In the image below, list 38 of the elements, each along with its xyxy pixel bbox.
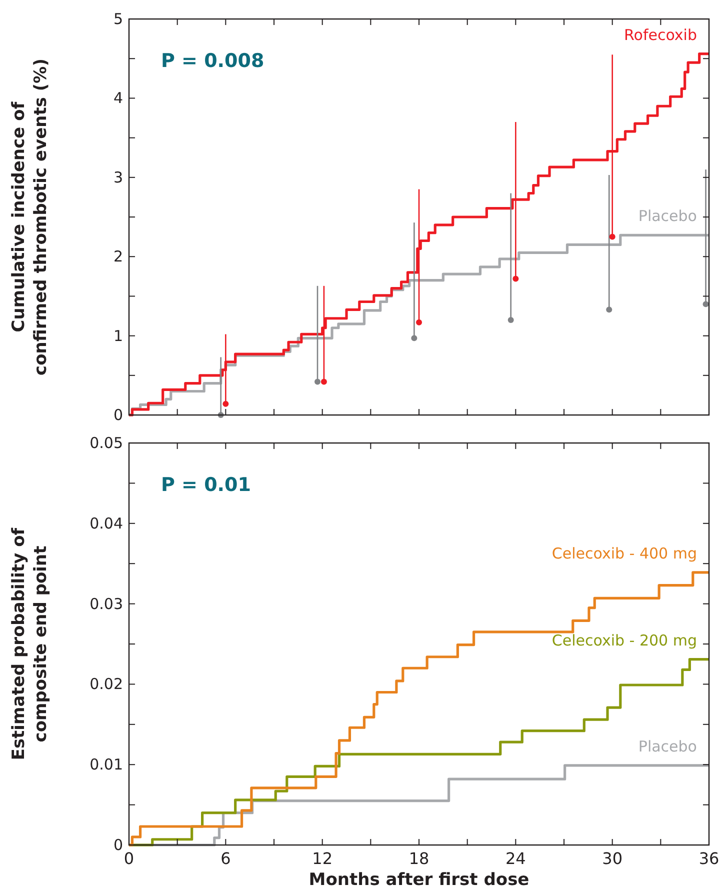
point: [320, 378, 327, 385]
series-label: Placebo: [638, 737, 697, 756]
point: [411, 335, 418, 342]
series-label: Celecoxib - 400 mg: [552, 544, 697, 562]
y-tick-label: 0: [113, 406, 123, 424]
y-tick-label: 0: [113, 836, 123, 854]
point: [609, 234, 616, 240]
y-tick-label: 0.05: [90, 434, 123, 452]
x-tick-label: 24: [505, 849, 526, 868]
x-tick-label: 6: [220, 849, 231, 868]
y-tick-label: 3: [113, 168, 123, 186]
y-axis-title: Cumulative incidence of confirmed thrombotic events (%): [9, 58, 51, 376]
x-tick-label: 30: [602, 849, 623, 868]
series-label: Celecoxib - 200 mg: [552, 631, 697, 650]
point: [508, 316, 514, 323]
y-tick-label: 0.01: [90, 756, 123, 774]
point: [512, 276, 519, 282]
annotation: P = 0.008: [161, 50, 264, 72]
series-label: Placebo: [638, 207, 697, 226]
x-axis-title: Months after first dose: [308, 870, 530, 890]
annotation: P = 0.01: [161, 474, 251, 496]
point: [314, 378, 320, 385]
x-tick-label: 36: [698, 849, 720, 868]
y-tick-label: 5: [113, 10, 123, 28]
y-tick-label: 0.02: [90, 675, 123, 694]
x-tick-label: 12: [312, 849, 333, 868]
y-axis-title: Estimated probability of composite end point: [9, 527, 51, 760]
y-tick-label: 4: [113, 89, 123, 108]
point: [222, 400, 229, 407]
y-tick-label: 0.04: [90, 514, 123, 532]
y-tick-label: 0.03: [90, 594, 123, 613]
y-tick-label: 1: [113, 326, 123, 345]
point: [416, 319, 422, 326]
point: [702, 301, 709, 308]
y-tick-label: 2: [113, 248, 123, 266]
point: [606, 306, 612, 313]
x-tick-label: 18: [408, 849, 430, 868]
series-label: Rofecoxib: [624, 26, 697, 44]
